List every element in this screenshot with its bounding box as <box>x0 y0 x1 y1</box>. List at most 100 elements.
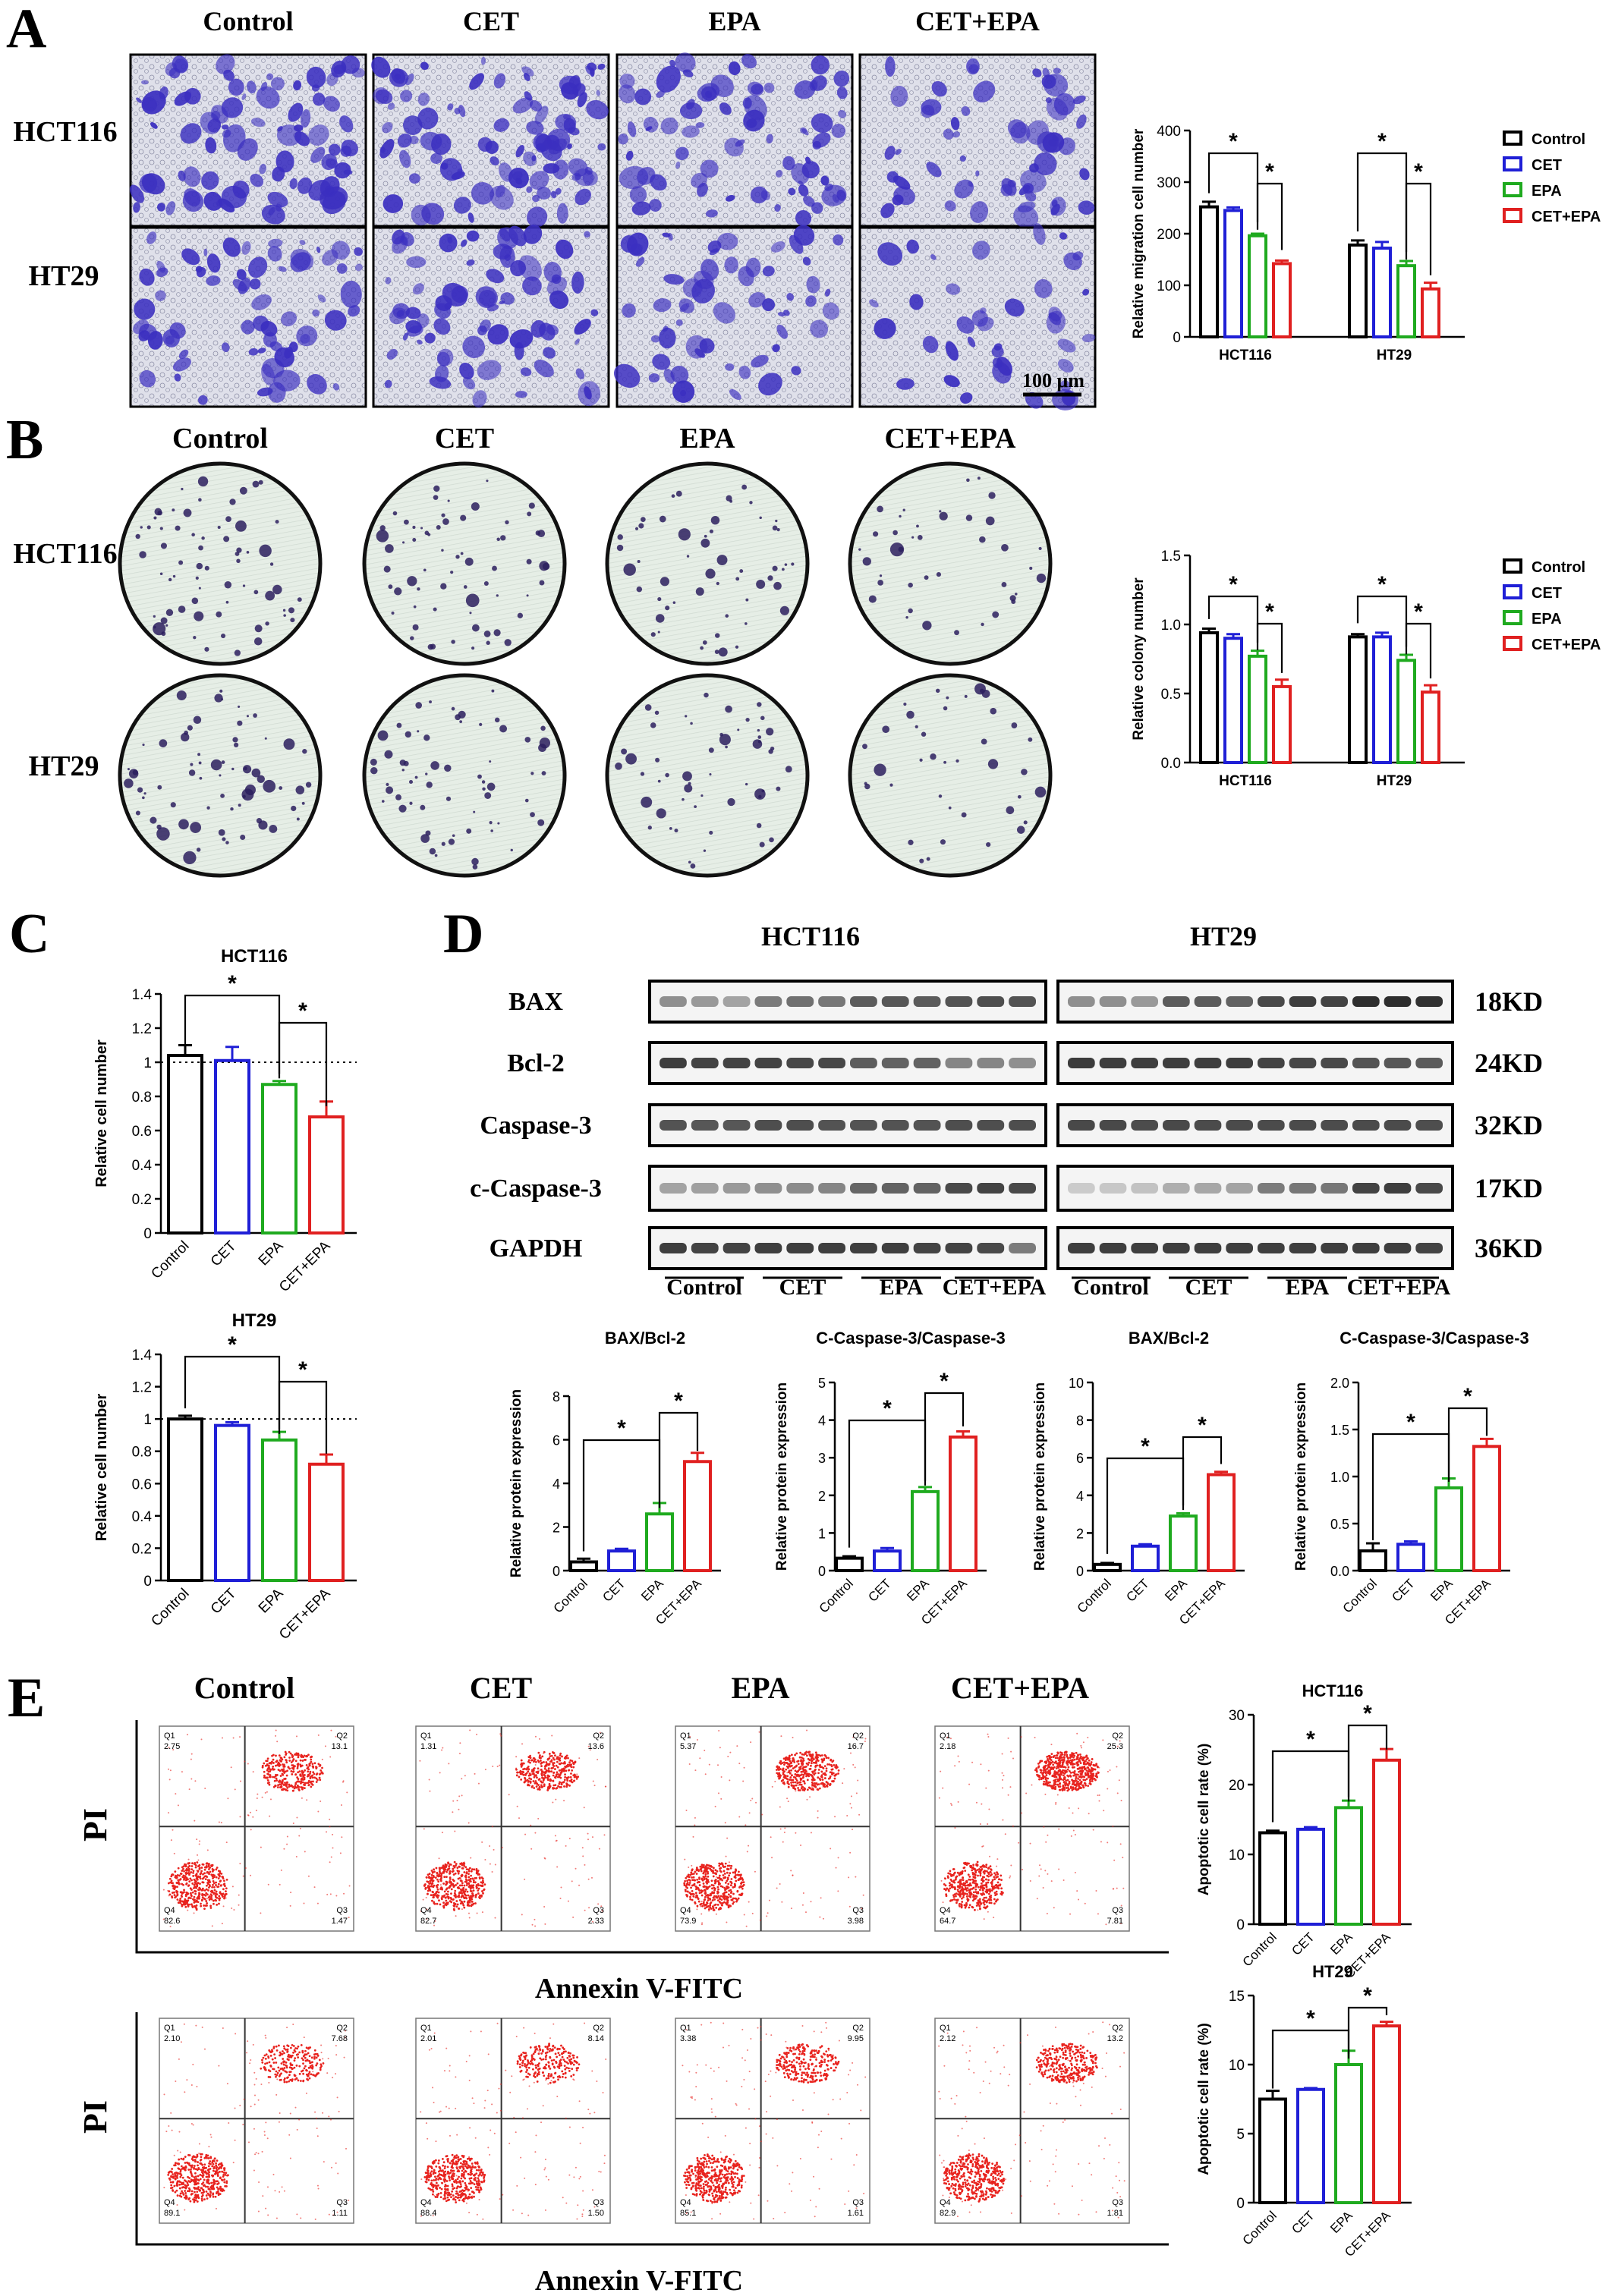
bar <box>1248 234 1267 338</box>
quadrant-name: Q2 <box>593 1731 604 1741</box>
x-tick-label: HCT116 <box>1219 348 1272 363</box>
blot-strip <box>648 1226 1047 1270</box>
blot-band <box>786 1183 814 1194</box>
migration-image <box>858 53 1097 229</box>
significance-bracket <box>1182 1436 1223 1511</box>
quadrant-name: Q3 <box>336 2198 348 2207</box>
y-tick-label: 0.4 <box>132 1158 153 1174</box>
blot-group-label: Control <box>666 1275 741 1300</box>
chart-title: BAX/Bcl-2 <box>605 1329 685 1348</box>
quadrant-value: 64.7 <box>940 1917 955 1926</box>
blot-band <box>1009 1183 1036 1194</box>
quadrant-name: Q1 <box>940 2024 951 2033</box>
bar <box>1296 2087 1325 2205</box>
significance-star: * <box>228 1332 237 1357</box>
blot-band <box>660 996 687 1007</box>
molecular-weight: 18KD <box>1475 986 1543 1017</box>
bar <box>1472 1445 1501 1572</box>
blot-band <box>691 996 719 1007</box>
migration-image <box>372 225 610 408</box>
bar <box>1372 2024 1401 2205</box>
blot-band <box>1415 1243 1443 1253</box>
x-tick-label: CET <box>208 1585 240 1617</box>
significance-star: * <box>1229 572 1238 597</box>
blot-band <box>1194 1058 1222 1068</box>
migration-image <box>129 226 367 408</box>
blot-band <box>1352 1120 1380 1131</box>
blot-group-label: CET+EPA <box>943 1275 1047 1300</box>
x-tick-label: EPA <box>1327 2208 1355 2236</box>
quadrant-value: 3.98 <box>848 1917 864 1926</box>
blot-group-label: CET <box>779 1275 826 1300</box>
x-tick-label: Control <box>1075 1576 1114 1615</box>
blot-band <box>1352 1183 1380 1194</box>
y-tick-label: 0 <box>1236 1917 1245 1933</box>
bar <box>167 1054 203 1234</box>
bar <box>1272 262 1292 338</box>
quadrant-name: Q4 <box>164 1906 175 1915</box>
y-tick-label: 0 <box>1173 330 1181 346</box>
x-tick-label: Control <box>1340 1576 1380 1615</box>
bar <box>1199 205 1219 339</box>
blot-band <box>1099 996 1127 1007</box>
quadrant-value: 85.1 <box>680 2209 696 2218</box>
y-tick-label: 0 <box>818 1564 826 1579</box>
blot-band <box>1289 1120 1317 1131</box>
bar <box>1396 659 1416 764</box>
legend-entry: CET <box>1532 157 1562 174</box>
colony-plate <box>848 461 1053 666</box>
legend-swatch <box>1503 156 1522 171</box>
legend-entry: EPA <box>1532 611 1562 627</box>
quadrant-name: Q1 <box>680 1731 691 1741</box>
blot-band <box>1289 996 1317 1007</box>
y-tick-label: 1 <box>143 1412 152 1428</box>
x-tick-label: CET+EPA <box>276 1238 334 1295</box>
molecular-weight: 17KD <box>1475 1173 1543 1203</box>
y-tick-label: 2.0 <box>1330 1376 1349 1391</box>
column-label: CET+EPA <box>915 6 1040 36</box>
y-tick-label: 8 <box>1076 1414 1084 1429</box>
bar <box>214 1423 250 1582</box>
blot-band <box>722 1243 751 1253</box>
blot-band <box>1321 996 1348 1007</box>
y-axis-label: Relative migration cell number <box>1131 128 1147 338</box>
panel-letter-a: A <box>6 0 46 60</box>
chart-E-HT29: 0 5 10 15 HT29 Apoptotic cell rate (%) Control… <box>1196 1962 1412 2260</box>
blot-band <box>1099 1243 1127 1253</box>
y-axis-label: Relative protein expression <box>1032 1382 1048 1571</box>
y-tick-label: 5 <box>1236 2127 1245 2143</box>
significance-star: * <box>298 1357 307 1382</box>
blot-band <box>660 1183 687 1194</box>
quadrant-value: 73.9 <box>680 1917 696 1926</box>
legend-entry: Control <box>1532 559 1585 576</box>
significance-star: * <box>674 1389 683 1414</box>
quadrant-value: 5.37 <box>680 1742 696 1751</box>
bar <box>1207 1473 1236 1573</box>
quadrant-name: Q3 <box>852 1906 864 1915</box>
blot-band <box>786 1243 814 1253</box>
significance-star: * <box>1406 1410 1415 1435</box>
row-label: HT29 <box>29 750 99 782</box>
chart-title: HCT116 <box>221 946 288 967</box>
blot-strip <box>1056 980 1454 1024</box>
blot-group-label: EPA <box>880 1275 924 1300</box>
blot-band <box>754 1183 782 1194</box>
significance-star: * <box>883 1396 892 1421</box>
significance-bracket <box>278 1380 328 1454</box>
y-axis-label: Relative protein expression <box>1293 1382 1309 1571</box>
blot-band <box>1194 1183 1222 1194</box>
y-tick-label: 0.6 <box>132 1477 152 1492</box>
y-tick-label: 0.0 <box>1161 756 1181 772</box>
blot-group-label: CET+EPA <box>1347 1275 1451 1300</box>
blot-band <box>881 1183 909 1194</box>
bar <box>261 1083 298 1234</box>
y-tick-label: 1.5 <box>1161 549 1181 565</box>
x-tick-label: Control <box>148 1238 192 1282</box>
y-axis-label: Apoptotic cell rate (%) <box>1196 1744 1212 1896</box>
protein-label: c-Caspase-3 <box>470 1175 602 1203</box>
bar <box>1272 684 1292 765</box>
blot-band <box>1163 1058 1190 1068</box>
